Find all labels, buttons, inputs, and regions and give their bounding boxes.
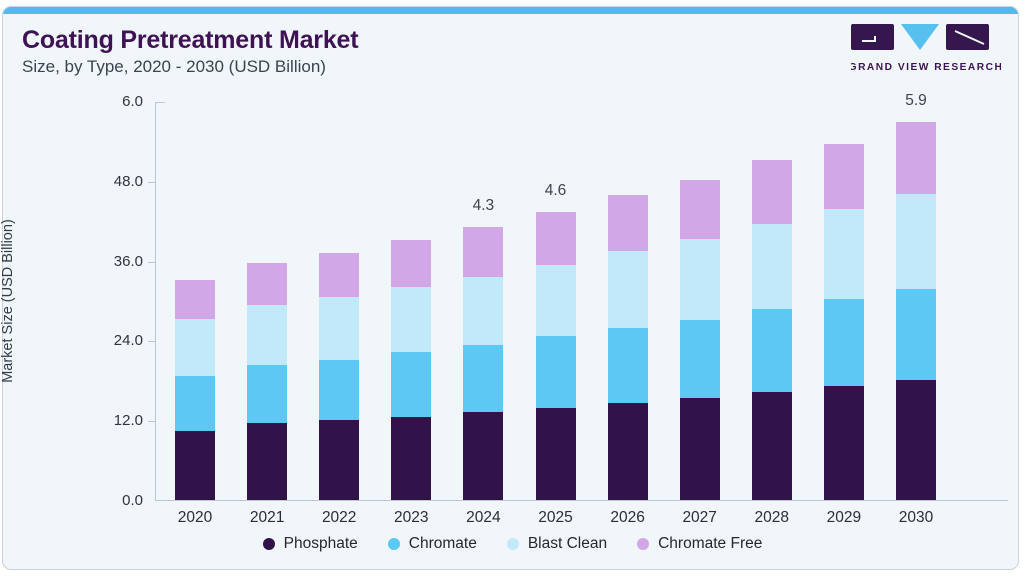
bar-segment-chromate-free-2021 bbox=[247, 263, 288, 306]
bar-segment-blast-clean-2028 bbox=[751, 224, 792, 310]
bar-segment-phosphate-2026 bbox=[607, 402, 648, 500]
bar-segment-chromate-2025 bbox=[535, 336, 576, 408]
x-axis-label-2028: 2028 bbox=[754, 509, 790, 526]
logo-g-block bbox=[851, 24, 894, 50]
logo-v-triangle bbox=[901, 24, 939, 50]
legend-dot-icon bbox=[506, 538, 519, 550]
x-axis-label-2023: 2023 bbox=[394, 509, 429, 526]
y-tick-mark-top bbox=[156, 102, 165, 103]
gvr-logo: GRAND VIEW RESEARCH bbox=[851, 24, 1001, 73]
bar-segment-phosphate-2030 bbox=[896, 380, 936, 500]
bar-segment-blast-clean-2021 bbox=[247, 305, 288, 366]
bar-segment-chromate-free-2025 bbox=[535, 212, 576, 265]
y-tick-mark bbox=[148, 341, 156, 343]
bar-segment-blast-clean-2022 bbox=[319, 297, 360, 361]
legend-item-chromate: Chromate bbox=[387, 535, 477, 553]
y-axis-title: Market Size (USD Billion) bbox=[0, 219, 16, 383]
logo-wordmark: GRAND VIEW RESEARCH bbox=[851, 62, 1001, 73]
bar-segment-chromate-2020 bbox=[175, 375, 215, 431]
bar-segment-phosphate-2020 bbox=[175, 430, 215, 500]
bar-total-label-2025: 4.6 bbox=[544, 182, 567, 200]
bar-segment-phosphate-2024 bbox=[463, 411, 504, 500]
chart-plot-area: 0.0 12.0 24.0 36.0 48.0 6.0 2020 2021 2022 2023 4.… bbox=[114, 92, 1008, 526]
bar-segment-chromate-2026 bbox=[607, 327, 648, 403]
bar-segment-phosphate-2028 bbox=[751, 391, 792, 500]
bar-segment-blast-clean-2020 bbox=[175, 319, 215, 376]
bar-segment-chromate-2024 bbox=[463, 345, 504, 412]
y-tick-mark bbox=[148, 261, 156, 263]
page-title: Coating Pretreatment Market bbox=[22, 26, 359, 54]
legend-label: Phosphate bbox=[283, 535, 358, 552]
bar-segment-chromate-2030 bbox=[896, 288, 936, 381]
bar-segment-phosphate-2021 bbox=[247, 422, 288, 500]
y-tick-label: 12.0 bbox=[113, 412, 143, 430]
bar-segment-chromate-2029 bbox=[823, 299, 864, 386]
legend-dot-icon bbox=[387, 538, 400, 550]
chart-legend: Phosphate Chromate Blast Clean Chromate Fre… bbox=[0, 535, 1025, 553]
bar-segment-chromate-2023 bbox=[391, 352, 432, 417]
bar-segment-blast-clean-2029 bbox=[823, 209, 864, 300]
x-axis-label-2025: 2025 bbox=[538, 509, 573, 526]
x-axis-label-2020: 2020 bbox=[177, 509, 213, 526]
bar-segment-chromate-2022 bbox=[319, 360, 360, 421]
y-tick-label: 0.0 bbox=[122, 492, 143, 509]
x-axis-label-2029: 2029 bbox=[826, 509, 862, 526]
bar-segment-blast-clean-2025 bbox=[535, 264, 576, 337]
logo-g-glyph bbox=[862, 36, 876, 42]
legend-dot-icon bbox=[637, 538, 650, 550]
y-tick-mark bbox=[148, 421, 156, 423]
x-axis-label-2024: 2024 bbox=[466, 509, 501, 526]
legend-label: Blast Clean bbox=[527, 535, 608, 552]
bar-segment-chromate-free-2028 bbox=[751, 160, 792, 225]
x-axis-label-2030: 2030 bbox=[898, 509, 934, 526]
x-axis-label-2026: 2026 bbox=[610, 509, 645, 526]
legend-item-blast-clean: Blast Clean bbox=[506, 535, 608, 553]
x-axis-label-2021: 2021 bbox=[249, 509, 285, 526]
bar-segment-chromate-free-2030 bbox=[896, 121, 936, 195]
bar-segment-chromate-2028 bbox=[751, 309, 792, 392]
bar-segment-phosphate-2023 bbox=[391, 416, 432, 500]
bar-segment-chromate-free-2020 bbox=[175, 279, 215, 320]
legend-dot-icon bbox=[262, 538, 275, 550]
y-tick-label: 6.0 bbox=[122, 93, 143, 110]
bar-segment-blast-clean-2026 bbox=[607, 250, 648, 328]
y-tick-label: 36.0 bbox=[113, 252, 143, 270]
bar-segment-blast-clean-2023 bbox=[391, 286, 432, 353]
bar-segment-chromate-2027 bbox=[679, 319, 720, 398]
y-tick-label: 48.0 bbox=[113, 172, 143, 190]
bar-segment-chromate-2021 bbox=[247, 365, 288, 423]
bar-segment-chromate-free-2024 bbox=[463, 226, 504, 277]
x-axis-label-2027: 2027 bbox=[682, 509, 717, 526]
y-tick-label: 24.0 bbox=[113, 332, 143, 350]
logo-r-glyph bbox=[954, 30, 985, 45]
bar-total-label-2024: 4.3 bbox=[472, 196, 495, 214]
bar-segment-chromate-free-2027 bbox=[679, 180, 720, 239]
bar-total-label-2030: 5.9 bbox=[905, 91, 927, 109]
bar-segment-phosphate-2022 bbox=[319, 420, 360, 500]
legend-item-phosphate: Phosphate bbox=[262, 535, 358, 553]
bar-segment-chromate-free-2029 bbox=[823, 143, 864, 210]
bar-segment-phosphate-2029 bbox=[823, 385, 864, 500]
bar-segment-phosphate-2025 bbox=[535, 407, 576, 500]
bar-segment-phosphate-2027 bbox=[679, 397, 720, 500]
bar-segment-chromate-free-2023 bbox=[391, 240, 432, 287]
bar-segment-blast-clean-2030 bbox=[896, 194, 936, 289]
bar-segment-blast-clean-2027 bbox=[679, 238, 720, 320]
legend-item-chromate-free: Chromate Free bbox=[637, 535, 762, 553]
x-axis-label-2022: 2022 bbox=[321, 509, 357, 526]
page-subtitle: Size, by Type, 2020 - 2030 (USD Billion) bbox=[22, 57, 326, 76]
bar-segment-chromate-free-2022 bbox=[319, 253, 360, 298]
y-tick-mark bbox=[148, 181, 156, 183]
legend-label: Chromate bbox=[408, 535, 477, 552]
legend-label: Chromate Free bbox=[658, 535, 763, 552]
bar-segment-chromate-free-2026 bbox=[607, 195, 648, 251]
top-accent-bar bbox=[3, 7, 1018, 14]
bar-segment-blast-clean-2024 bbox=[463, 276, 504, 346]
